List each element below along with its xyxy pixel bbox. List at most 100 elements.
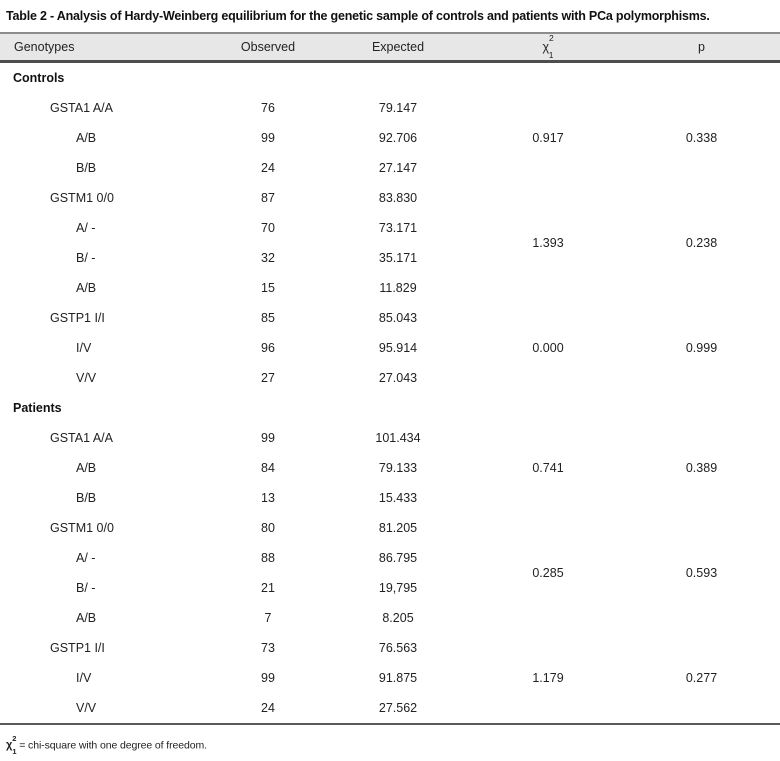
chi-square-value: 0.000 xyxy=(532,340,564,355)
expected-value: 27.562 xyxy=(378,700,418,715)
chi-square-value: 1.393 xyxy=(532,235,564,250)
table-row: I/V 99 91.875 xyxy=(0,663,780,693)
observed-value: 70 xyxy=(261,220,275,235)
col-header-expected: Expected xyxy=(323,32,473,63)
genotype-cell: A/B xyxy=(76,130,97,145)
observed-value: 32 xyxy=(261,250,275,265)
footnote-text: = chi-square with one degree of freedom. xyxy=(16,739,207,752)
table-row: A/B 99 92.706 xyxy=(0,123,780,153)
chi-square-symbol: χ21 xyxy=(542,33,554,61)
p-value: 0.999 xyxy=(685,340,718,355)
expected-value: 101.434 xyxy=(375,430,421,445)
expected-value: 86.795 xyxy=(378,550,418,565)
observed-value: 13 xyxy=(261,490,275,505)
genotype-cell: A/B xyxy=(76,280,97,295)
observed-value: 99 xyxy=(261,670,275,685)
table-row: A/ - 88 86.795 xyxy=(0,543,780,573)
genotype-cell: I/V xyxy=(76,340,92,355)
genotype-cell: GSTA1 A/A xyxy=(50,430,113,445)
observed-value: 80 xyxy=(261,520,275,535)
table-row: GSTA1 A/A 99 101.434 0.741 0.389 xyxy=(0,423,780,475)
chi-square-symbol: χ21 xyxy=(6,733,17,757)
observed-value: 73 xyxy=(261,640,275,655)
section-header-row: Controls xyxy=(0,61,780,93)
observed-value: 24 xyxy=(261,700,275,715)
col-header-p-value: p xyxy=(623,32,780,63)
table-body: Controls GSTA1 A/A 76 79.147 0.917 0.338 A/B 99… xyxy=(0,61,780,724)
observed-value: 7 xyxy=(264,610,272,625)
col-header-observed: Observed xyxy=(213,32,323,63)
expected-value: 81.205 xyxy=(378,520,418,535)
expected-value: 91.875 xyxy=(378,670,418,685)
p-value: 0.238 xyxy=(685,235,718,250)
table-row: B/B 13 15.433 xyxy=(0,483,780,513)
table-row: A/B 84 79.133 xyxy=(0,453,780,483)
genotype-cell: GSTM1 0/0 xyxy=(50,520,114,535)
expected-value: 76.563 xyxy=(378,640,418,655)
header-row: Genotypes Observed Expected χ21 p xyxy=(0,32,780,63)
table-row: GSTM1 0/0 80 81.205 0.285 0.593 xyxy=(0,513,780,580)
observed-value: 24 xyxy=(261,160,275,175)
genotype-cell: I/V xyxy=(76,670,92,685)
table-row: GSTP1 I/I 73 76.563 1.179 0.277 xyxy=(0,633,780,685)
p-value: 0.338 xyxy=(685,130,718,145)
observed-value: 15 xyxy=(261,280,275,295)
table-row: A/B 7 8.205 xyxy=(0,603,780,633)
expected-value: 92.706 xyxy=(378,130,418,145)
table-row: I/V 96 95.914 xyxy=(0,333,780,363)
p-value: 0.593 xyxy=(685,565,718,580)
table-row: GSTA1 A/A 76 79.147 0.917 0.338 xyxy=(0,93,780,145)
genotype-cell: GSTA1 A/A xyxy=(50,100,113,115)
observed-value: 88 xyxy=(261,550,275,565)
section-label: Controls xyxy=(13,70,65,85)
observed-value: 96 xyxy=(261,340,275,355)
genotype-cell: GSTP1 I/I xyxy=(50,640,105,655)
table-row: B/B 24 27.147 xyxy=(0,153,780,183)
genotype-cell: B/ - xyxy=(76,580,96,595)
table-row: V/V 24 27.562 xyxy=(0,693,780,724)
observed-value: 21 xyxy=(261,580,275,595)
expected-value: 27.043 xyxy=(378,370,418,385)
chi-square-value: 1.179 xyxy=(532,670,564,685)
observed-value: 87 xyxy=(261,190,275,205)
observed-value: 27 xyxy=(261,370,275,385)
chi-square-value: 0.285 xyxy=(532,565,564,580)
table-row: B/ - 21 19,795 xyxy=(0,573,780,603)
genotype-cell: B/B xyxy=(76,160,97,175)
expected-value: 73.171 xyxy=(378,220,418,235)
section-header-row: Patients xyxy=(0,393,780,423)
col-header-chi-square: χ21 xyxy=(473,32,623,63)
table-row: GSTM1 0/0 87 83.830 1.393 0.238 xyxy=(0,183,780,250)
table-row: B/ - 32 35.171 xyxy=(0,243,780,273)
expected-value: 27.147 xyxy=(378,160,418,175)
genotype-cell: A/B xyxy=(76,610,97,625)
expected-value: 15.433 xyxy=(378,490,418,505)
genotype-cell: V/V xyxy=(76,700,97,715)
expected-value: 95.914 xyxy=(378,340,418,355)
expected-value: 79.147 xyxy=(378,100,418,115)
chi-square-value: 0.741 xyxy=(532,460,564,475)
table-row: A/ - 70 73.171 xyxy=(0,213,780,243)
observed-value: 84 xyxy=(261,460,275,475)
genotype-cell: A/ - xyxy=(76,220,96,235)
genotype-cell: B/ - xyxy=(76,250,96,265)
genotype-cell: V/V xyxy=(76,370,97,385)
table-row: A/B 15 11.829 xyxy=(0,273,780,303)
expected-value: 35.171 xyxy=(378,250,418,265)
table-title: Table 2 - Analysis of Hardy-Weinberg equ… xyxy=(6,9,710,23)
genotype-cell: B/B xyxy=(76,490,97,505)
table-header: Genotypes Observed Expected χ21 p xyxy=(0,32,780,63)
table-footnote: χ21 = chi-square with one degree of free… xyxy=(0,725,780,757)
p-value: 0.277 xyxy=(685,670,718,685)
observed-value: 85 xyxy=(261,310,275,325)
table-row: V/V 27 27.043 xyxy=(0,363,780,393)
observed-value: 76 xyxy=(261,100,275,115)
genotype-cell: GSTP1 I/I xyxy=(50,310,105,325)
expected-value: 8.205 xyxy=(382,610,414,625)
genotype-cell: A/B xyxy=(76,460,97,475)
genotype-cell: GSTM1 0/0 xyxy=(50,190,114,205)
chi-square-value: 0.917 xyxy=(532,130,564,145)
hardy-weinberg-table: Genotypes Observed Expected χ21 p Contro… xyxy=(0,32,780,725)
genotype-cell: A/ - xyxy=(76,550,96,565)
